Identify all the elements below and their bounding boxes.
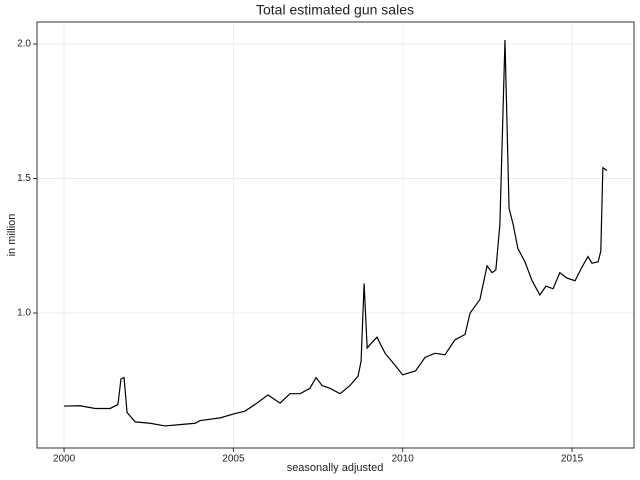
y-axis-title: in million bbox=[6, 214, 18, 257]
x-tick-label: 2010 bbox=[392, 454, 415, 465]
x-tick-label: 2015 bbox=[561, 454, 584, 465]
data-line bbox=[64, 40, 608, 427]
chart-title: Total estimated gun sales bbox=[256, 2, 414, 18]
y-tick-label: 1.5 bbox=[17, 173, 31, 184]
x-axis-title: seasonally adjusted bbox=[287, 462, 384, 474]
plot-border bbox=[36, 21, 635, 449]
x-tick-label: 2005 bbox=[222, 454, 245, 465]
x-tick-label: 2000 bbox=[53, 454, 76, 465]
y-tick-label: 2.0 bbox=[17, 39, 31, 50]
y-tick-label: 1.0 bbox=[17, 308, 31, 319]
